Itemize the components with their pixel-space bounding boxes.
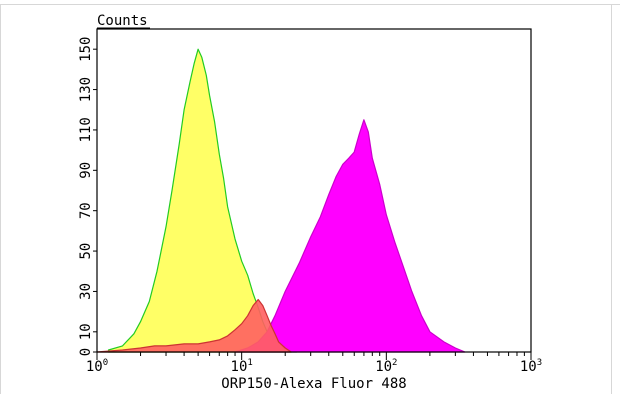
x-tick-label: 102: [375, 358, 397, 375]
y-tick-label: 70: [78, 202, 94, 219]
x-tick-exponent: 1: [247, 358, 252, 368]
frame-right-border: [611, 4, 612, 394]
y-tick-label: 130: [78, 77, 94, 102]
frame-top-border: [0, 4, 620, 5]
histogram-series-3: [96, 298, 292, 353]
x-tick-label: 101: [231, 358, 253, 375]
y-tick-label: 110: [78, 117, 94, 142]
series-layer: [96, 48, 466, 353]
x-tick-label: 103: [520, 358, 542, 375]
x-tick-exponent: 0: [103, 358, 108, 368]
y-tick-label: 10: [78, 323, 94, 340]
x-tick-label: 100: [86, 358, 108, 375]
x-tick-exponent: 2: [392, 358, 397, 368]
y-tick-label: 150: [78, 37, 94, 62]
x-tick-exponent: 3: [537, 358, 542, 368]
y-tick-label: 0: [78, 348, 94, 356]
y-tick-label: 50: [78, 243, 94, 260]
plot-area-border: [96, 28, 532, 353]
histogram-series-1: [107, 48, 298, 353]
y-tick-label: 30: [78, 283, 94, 300]
histogram-series-2: [234, 119, 466, 353]
frame-left-border: [0, 4, 1, 394]
y-axis-title: Counts: [97, 13, 148, 29]
x-axis-title: ORP150-Alexa Fluor 488: [221, 376, 406, 392]
y-tick-label: 90: [78, 162, 94, 179]
